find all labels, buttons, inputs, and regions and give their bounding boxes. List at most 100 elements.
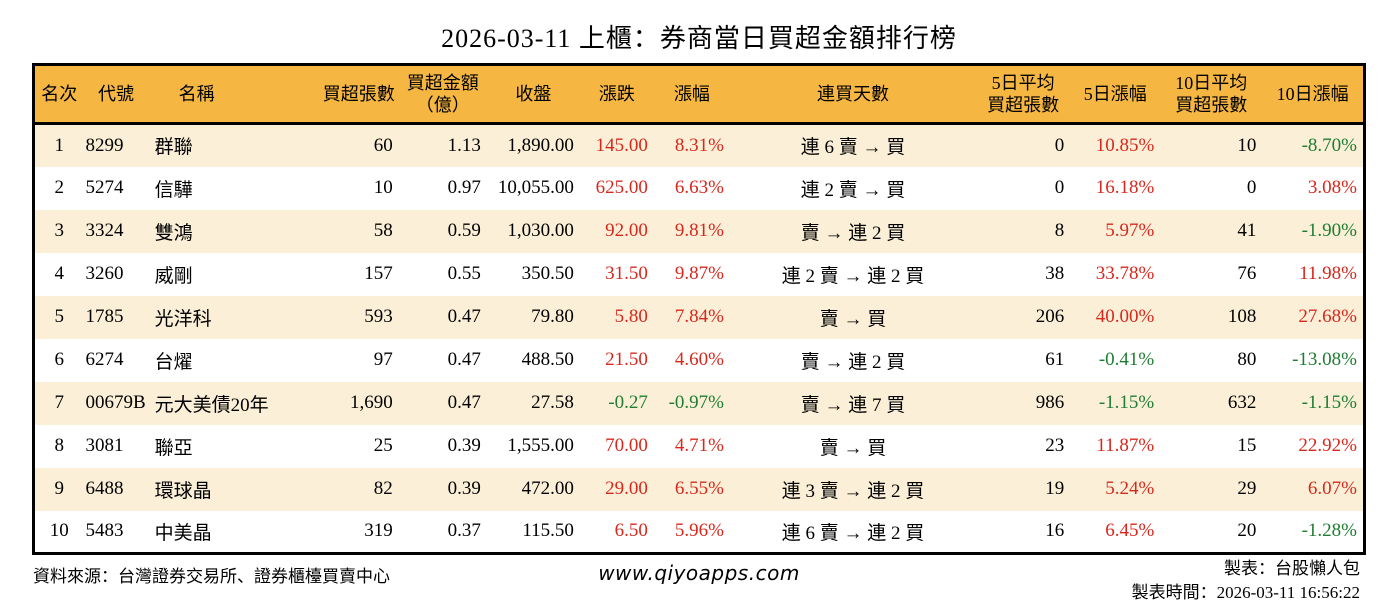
footer-source: 資料來源：台灣證券交易所、證券櫃檯買賣中心 <box>33 567 390 586</box>
cell-streak: 連 2 賣 → 買 <box>800 179 906 201</box>
cell-buy-amount: 0.39 <box>447 435 481 456</box>
cell-avg5-volume: 206 <box>1035 306 1065 327</box>
column-header-code: 代號 <box>83 64 149 125</box>
cell-pct5: 5.97% <box>1105 220 1155 241</box>
cell-rank: 2 <box>54 177 65 198</box>
cell-avg5-volume: 61 <box>1045 349 1065 370</box>
cell-pct10: 22.92% <box>1298 435 1357 456</box>
cell-buy-amount: 0.47 <box>447 392 481 413</box>
column-header-buy-amount: 買超金額 （億） <box>398 64 487 125</box>
cell-avg10-volume: 10 <box>1237 134 1257 156</box>
header-row: 名次 代號 名稱 買超張數 買超金額 （億） 收盤 漲跌 漲幅 連買天數 5日平均 買超張數 5日漲… <box>33 64 1365 125</box>
cell-streak: 連 2 賣 → 連 2 買 <box>781 265 925 287</box>
cell-pct5: 5.24% <box>1105 478 1155 499</box>
cell-name: 聯亞 <box>154 437 193 459</box>
cell-close: 350.50 <box>521 263 574 284</box>
cell-change-pct: 4.71% <box>674 435 724 456</box>
column-header-rank: 名次 <box>33 64 84 125</box>
table-header: 名次 代號 名稱 買超張數 買超金額 （億） 收盤 漲跌 漲幅 連買天數 5日平均 買超張數 5日漲… <box>33 64 1365 125</box>
cell-change: 21.50 <box>605 349 648 370</box>
cell-name: 中美晶 <box>154 522 212 544</box>
table-row: 3 3324 雙鴻 58 0.59 1,030.00 92.00 9.81% 賣 → 連 2 買… <box>33 209 1365 253</box>
cell-buy-amount: 0.47 <box>447 349 481 370</box>
cell-change-pct: 4.60% <box>674 349 724 370</box>
cell-pct5: 33.78% <box>1095 263 1155 284</box>
cell-code: 6274 <box>85 349 124 370</box>
cell-code: 5274 <box>85 177 124 198</box>
cell-code: 3081 <box>85 435 124 456</box>
cell-change-pct: 8.31% <box>674 134 724 156</box>
cell-change-pct: -0.97% <box>668 392 724 413</box>
cell-change: 145.00 <box>595 134 648 156</box>
cell-pct5: 16.18% <box>1095 177 1155 198</box>
table-row: 2 5274 信驊 10 0.97 10,055.00 625.00 6.63% 連 2 賣 →… <box>33 166 1365 210</box>
table-row: 8 3081 聯亞 25 0.39 1,555.00 70.00 4.71% 賣 → 買 23 11… <box>33 424 1365 468</box>
column-header-pct10: 10日漲幅 <box>1262 64 1365 125</box>
cell-pct5: 11.87% <box>1096 435 1155 456</box>
cell-avg10-volume: 20 <box>1237 520 1257 542</box>
cell-pct10: -1.15% <box>1301 392 1357 413</box>
cell-code: 00679B <box>85 392 146 413</box>
footer-timestamp: 製表時間：2026-03-11 16:56:22 <box>1131 583 1360 602</box>
cell-buy-amount: 0.47 <box>447 306 481 327</box>
cell-streak: 連 6 賣 → 連 2 買 <box>781 522 925 544</box>
cell-streak: 連 3 賣 → 連 2 買 <box>781 480 925 502</box>
cell-close: 115.50 <box>522 520 574 542</box>
cell-name: 元大美債20年 <box>154 394 269 416</box>
cell-buy-volume: 593 <box>364 306 393 327</box>
cell-change: -0.27 <box>608 392 648 413</box>
cell-streak: 連 6 賣 → 買 <box>800 137 906 159</box>
cell-streak: 賣 → 買 <box>819 308 887 330</box>
cell-rank: 6 <box>54 349 65 370</box>
cell-buy-volume: 97 <box>373 349 393 370</box>
table-row: 4 3260 威剛 157 0.55 350.50 31.50 9.87% 連 2 賣 → 連 … <box>33 252 1365 296</box>
cell-avg10-volume: 76 <box>1237 263 1257 284</box>
cell-avg10-volume: 29 <box>1237 478 1257 499</box>
column-header-name: 名稱 <box>148 64 319 125</box>
cell-buy-volume: 10 <box>373 177 393 198</box>
cell-pct5: -1.15% <box>1098 392 1155 413</box>
footer: 資料來源：台灣證券交易所、證券櫃檯買賣中心 www.qiyoapps.com 製… <box>0 555 1398 607</box>
cell-rank: 5 <box>54 306 65 327</box>
cell-streak: 賣 → 連 2 買 <box>800 222 906 244</box>
cell-code: 6488 <box>85 478 124 499</box>
cell-name: 群聯 <box>154 137 193 159</box>
cell-pct10: -1.28% <box>1301 520 1357 542</box>
cell-change: 6.50 <box>614 520 648 542</box>
cell-avg5-volume: 19 <box>1045 478 1065 499</box>
cell-avg5-volume: 0 <box>1054 134 1065 156</box>
cell-rank: 3 <box>54 220 65 241</box>
footer-maker: 製表：台股懶人包 <box>1224 559 1360 578</box>
cell-buy-volume: 25 <box>373 435 393 456</box>
cell-code: 1785 <box>85 306 124 327</box>
cell-avg5-volume: 986 <box>1035 392 1065 413</box>
cell-name: 威剛 <box>154 265 193 287</box>
cell-change: 31.50 <box>605 263 648 284</box>
cell-avg5-volume: 38 <box>1045 263 1065 284</box>
cell-buy-amount: 0.59 <box>447 220 481 241</box>
cell-change-pct: 7.84% <box>674 306 724 327</box>
cell-name: 台燿 <box>154 351 193 373</box>
cell-avg10-volume: 15 <box>1237 435 1257 456</box>
cell-close: 488.50 <box>521 349 574 370</box>
cell-pct10: -13.08% <box>1292 349 1357 370</box>
column-header-change: 漲跌 <box>579 64 654 125</box>
cell-buy-amount: 0.55 <box>447 263 481 284</box>
cell-code: 3260 <box>85 263 124 284</box>
table-row: 10 5483 中美晶 319 0.37 115.50 6.50 5.96% 連 6 賣 → 連… <box>33 510 1365 554</box>
cell-avg5-volume: 16 <box>1045 520 1065 542</box>
cell-avg10-volume: 41 <box>1237 220 1257 241</box>
cell-avg10-volume: 108 <box>1227 306 1257 327</box>
cell-change: 5.80 <box>614 306 648 327</box>
cell-close: 79.80 <box>531 306 574 327</box>
column-header-close: 收盤 <box>486 64 580 125</box>
cell-close: 1,890.00 <box>507 134 574 156</box>
cell-name: 環球晶 <box>154 480 212 502</box>
cell-buy-volume: 319 <box>364 520 393 542</box>
cell-change-pct: 6.55% <box>674 478 724 499</box>
cell-avg5-volume: 8 <box>1054 220 1065 241</box>
footer-website: www.qiyoapps.com <box>598 561 800 585</box>
cell-name: 雙鴻 <box>154 222 193 244</box>
cell-buy-volume: 58 <box>373 220 393 241</box>
footer-credits: 製表：台股懶人包 製表時間：2026-03-11 16:56:22 <box>1132 557 1360 605</box>
